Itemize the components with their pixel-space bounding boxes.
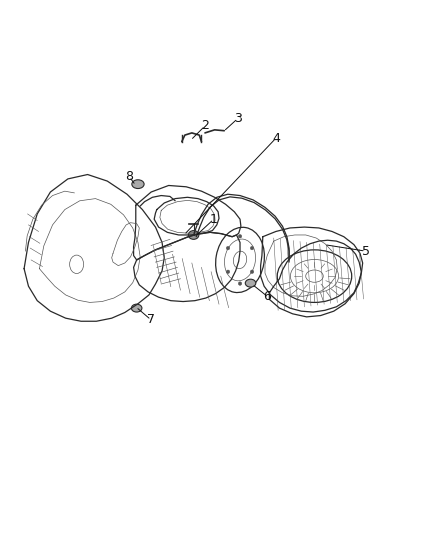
Ellipse shape <box>132 180 144 189</box>
Text: 6: 6 <box>263 290 271 303</box>
Ellipse shape <box>131 304 142 312</box>
Text: 4: 4 <box>272 132 280 144</box>
Text: 2: 2 <box>201 119 209 132</box>
Ellipse shape <box>188 231 199 239</box>
Ellipse shape <box>238 282 242 285</box>
Ellipse shape <box>226 270 230 273</box>
Ellipse shape <box>250 246 254 250</box>
Ellipse shape <box>250 270 254 273</box>
Text: 7: 7 <box>147 313 155 326</box>
Ellipse shape <box>226 246 230 250</box>
Ellipse shape <box>245 279 256 287</box>
Text: 5: 5 <box>362 245 370 257</box>
Text: 8: 8 <box>125 170 133 183</box>
Ellipse shape <box>238 235 242 238</box>
Text: 1: 1 <box>210 213 218 225</box>
Text: 3: 3 <box>234 112 242 125</box>
